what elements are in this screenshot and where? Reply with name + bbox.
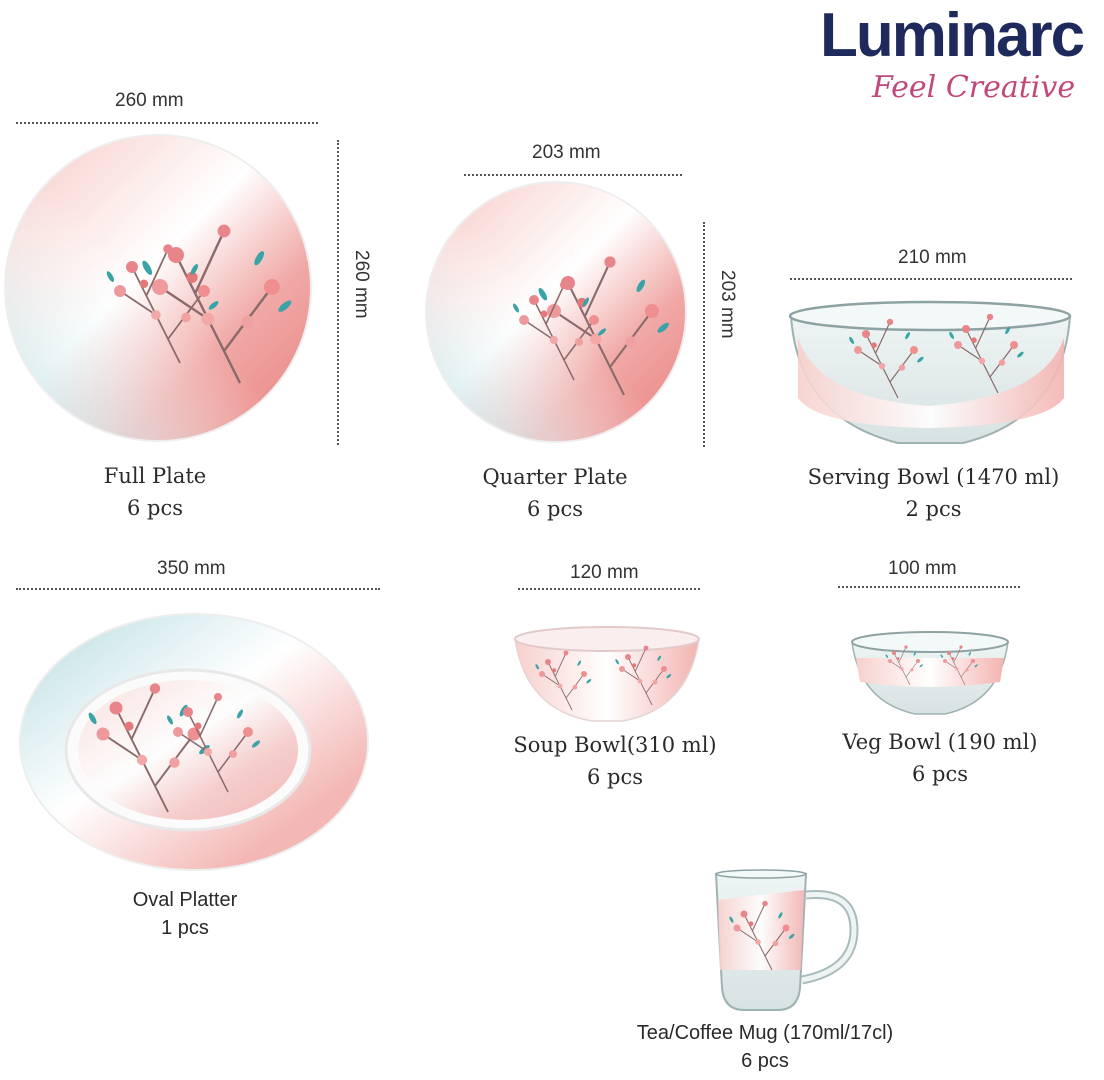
oval-platter-image [19, 613, 369, 871]
mug-image [714, 869, 859, 1011]
brand-tagline: Feel Creative [872, 70, 1076, 105]
full-plate-height-line [337, 140, 339, 445]
serving-bowl-name: Serving Bowl (1470 ml) [807, 465, 1060, 489]
full-plate-width-line [16, 122, 318, 124]
quarter-plate-qty: 6 pcs [526, 497, 584, 521]
soup-bowl-image [514, 626, 700, 722]
full-plate-height-label: 260 mm [351, 250, 372, 319]
oval-platter-qty: 1 pcs [161, 917, 209, 939]
full-plate-width-label: 260 mm [115, 90, 184, 111]
soup-bowl-width-line [518, 588, 700, 590]
veg-bowl-width-line [838, 586, 1020, 588]
veg-bowl-name: Veg Bowl (190 ml) [842, 730, 1038, 754]
mug-qty: 6 pcs [741, 1050, 789, 1072]
quarter-plate-height-line [703, 222, 705, 447]
full-plate-image [4, 134, 312, 442]
soup-bowl-name: Soup Bowl(310 ml) [513, 733, 717, 757]
full-plate-qty: 6 pcs [126, 496, 184, 520]
oval-platter-width-label: 350 mm [157, 558, 226, 579]
soup-bowl-width-label: 120 mm [570, 562, 639, 583]
full-plate-name: Full Plate [103, 464, 207, 488]
soup-bowl-qty: 6 pcs [586, 765, 644, 789]
quarter-plate-width-line [464, 174, 682, 176]
mug-name: Tea/Coffee Mug (170ml/17cl) [636, 1022, 894, 1044]
veg-bowl-image [851, 631, 1009, 715]
oval-platter-name: Oval Platter [132, 889, 238, 911]
quarter-plate-image [425, 181, 687, 443]
serving-bowl-width-label: 210 mm [898, 247, 967, 268]
serving-bowl-qty: 2 pcs [905, 497, 962, 521]
serving-bowl-width-line [790, 278, 1072, 280]
quarter-plate-name: Quarter Plate [482, 465, 628, 489]
oval-platter-width-line [16, 588, 380, 590]
serving-bowl-image [788, 300, 1072, 444]
veg-bowl-qty: 6 pcs [911, 762, 969, 786]
quarter-plate-width-label: 203 mm [532, 142, 601, 163]
quarter-plate-height-label: 203 mm [717, 270, 738, 339]
veg-bowl-width-label: 100 mm [888, 558, 957, 579]
brand-logo: Luminarc [820, 1, 1085, 70]
